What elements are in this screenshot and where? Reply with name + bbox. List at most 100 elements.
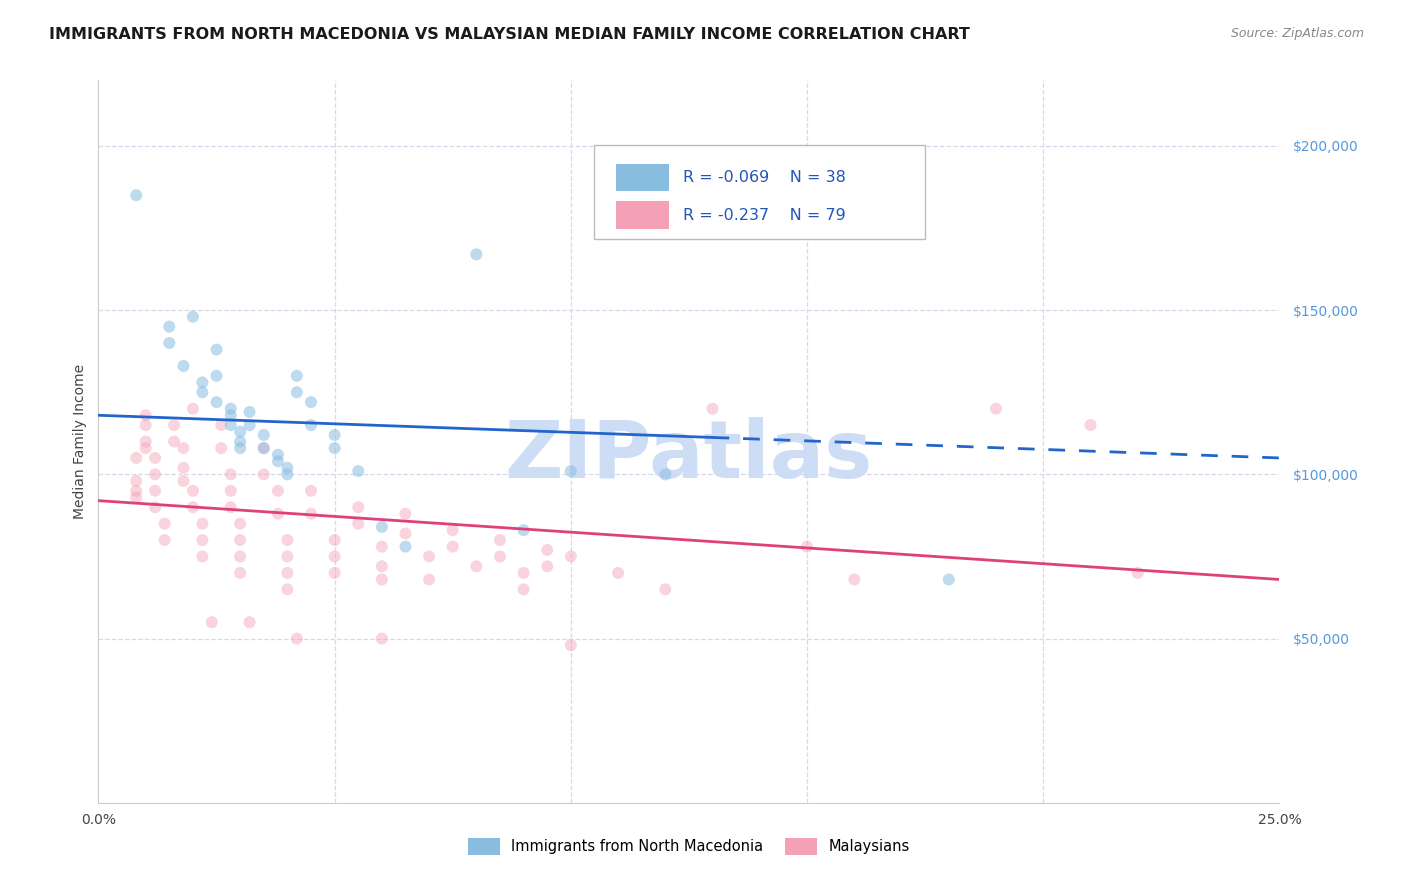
- Point: [276, 460, 298, 475]
- Point: [394, 540, 416, 554]
- Point: [654, 582, 676, 597]
- Point: [153, 516, 176, 531]
- Point: [465, 559, 488, 574]
- Point: [285, 368, 308, 383]
- Point: [172, 441, 194, 455]
- Point: [239, 405, 262, 419]
- Point: [253, 441, 276, 455]
- Legend: Immigrants from North Macedonia, Malaysians: Immigrants from North Macedonia, Malaysi…: [461, 832, 917, 861]
- Point: [394, 507, 416, 521]
- Point: [239, 418, 262, 433]
- Point: [209, 441, 232, 455]
- Point: [1126, 566, 1149, 580]
- Point: [125, 450, 148, 465]
- Point: [347, 516, 370, 531]
- Point: [181, 401, 204, 416]
- Point: [209, 418, 232, 433]
- Point: [135, 409, 157, 423]
- Point: [201, 615, 224, 630]
- Point: [219, 409, 242, 423]
- Point: [323, 441, 346, 455]
- Point: [163, 418, 186, 433]
- Point: [219, 483, 242, 498]
- Point: [938, 573, 960, 587]
- Point: [1080, 418, 1102, 433]
- Point: [229, 516, 252, 531]
- Point: [229, 566, 252, 580]
- Point: [267, 454, 290, 468]
- Point: [276, 549, 298, 564]
- Point: [143, 500, 166, 515]
- Point: [347, 500, 370, 515]
- Point: [347, 464, 370, 478]
- Point: [844, 573, 866, 587]
- Point: [229, 425, 252, 439]
- Point: [323, 533, 346, 547]
- Point: [219, 418, 242, 433]
- Y-axis label: Median Family Income: Median Family Income: [73, 364, 87, 519]
- Text: Source: ZipAtlas.com: Source: ZipAtlas.com: [1230, 27, 1364, 40]
- Point: [135, 418, 157, 433]
- Point: [489, 549, 512, 564]
- Point: [394, 526, 416, 541]
- Point: [191, 516, 214, 531]
- Point: [191, 533, 214, 547]
- Point: [172, 359, 194, 373]
- Point: [229, 549, 252, 564]
- Point: [654, 467, 676, 482]
- Point: [172, 474, 194, 488]
- Point: [418, 573, 440, 587]
- Point: [205, 343, 228, 357]
- Point: [153, 533, 176, 547]
- Point: [323, 428, 346, 442]
- Point: [267, 483, 290, 498]
- Point: [371, 540, 394, 554]
- Point: [191, 376, 214, 390]
- Point: [219, 500, 242, 515]
- Point: [163, 434, 186, 449]
- Point: [229, 533, 252, 547]
- Point: [157, 319, 180, 334]
- Text: ZIPatlas: ZIPatlas: [505, 417, 873, 495]
- Point: [299, 395, 322, 409]
- Point: [371, 559, 394, 574]
- Point: [323, 566, 346, 580]
- Point: [465, 247, 488, 261]
- Point: [125, 188, 148, 202]
- Point: [181, 310, 204, 324]
- FancyBboxPatch shape: [616, 164, 669, 191]
- Point: [984, 401, 1007, 416]
- Point: [239, 615, 262, 630]
- Point: [135, 441, 157, 455]
- Text: R = -0.237    N = 79: R = -0.237 N = 79: [683, 208, 846, 222]
- Point: [253, 428, 276, 442]
- Point: [276, 582, 298, 597]
- Point: [229, 441, 252, 455]
- Point: [512, 582, 534, 597]
- Point: [512, 566, 534, 580]
- Text: R = -0.069    N = 38: R = -0.069 N = 38: [683, 170, 846, 185]
- Point: [371, 520, 394, 534]
- Point: [253, 441, 276, 455]
- Point: [607, 566, 630, 580]
- Point: [796, 540, 818, 554]
- Point: [560, 638, 582, 652]
- Point: [536, 559, 558, 574]
- Point: [560, 464, 582, 478]
- Point: [205, 395, 228, 409]
- Point: [181, 500, 204, 515]
- Point: [441, 540, 464, 554]
- Point: [267, 448, 290, 462]
- Point: [205, 368, 228, 383]
- Point: [267, 507, 290, 521]
- Point: [371, 632, 394, 646]
- Point: [135, 434, 157, 449]
- Point: [489, 533, 512, 547]
- Point: [229, 434, 252, 449]
- Point: [172, 460, 194, 475]
- Point: [125, 491, 148, 505]
- Point: [299, 507, 322, 521]
- Text: IMMIGRANTS FROM NORTH MACEDONIA VS MALAYSIAN MEDIAN FAMILY INCOME CORRELATION CH: IMMIGRANTS FROM NORTH MACEDONIA VS MALAY…: [49, 27, 970, 42]
- Point: [143, 450, 166, 465]
- Point: [143, 483, 166, 498]
